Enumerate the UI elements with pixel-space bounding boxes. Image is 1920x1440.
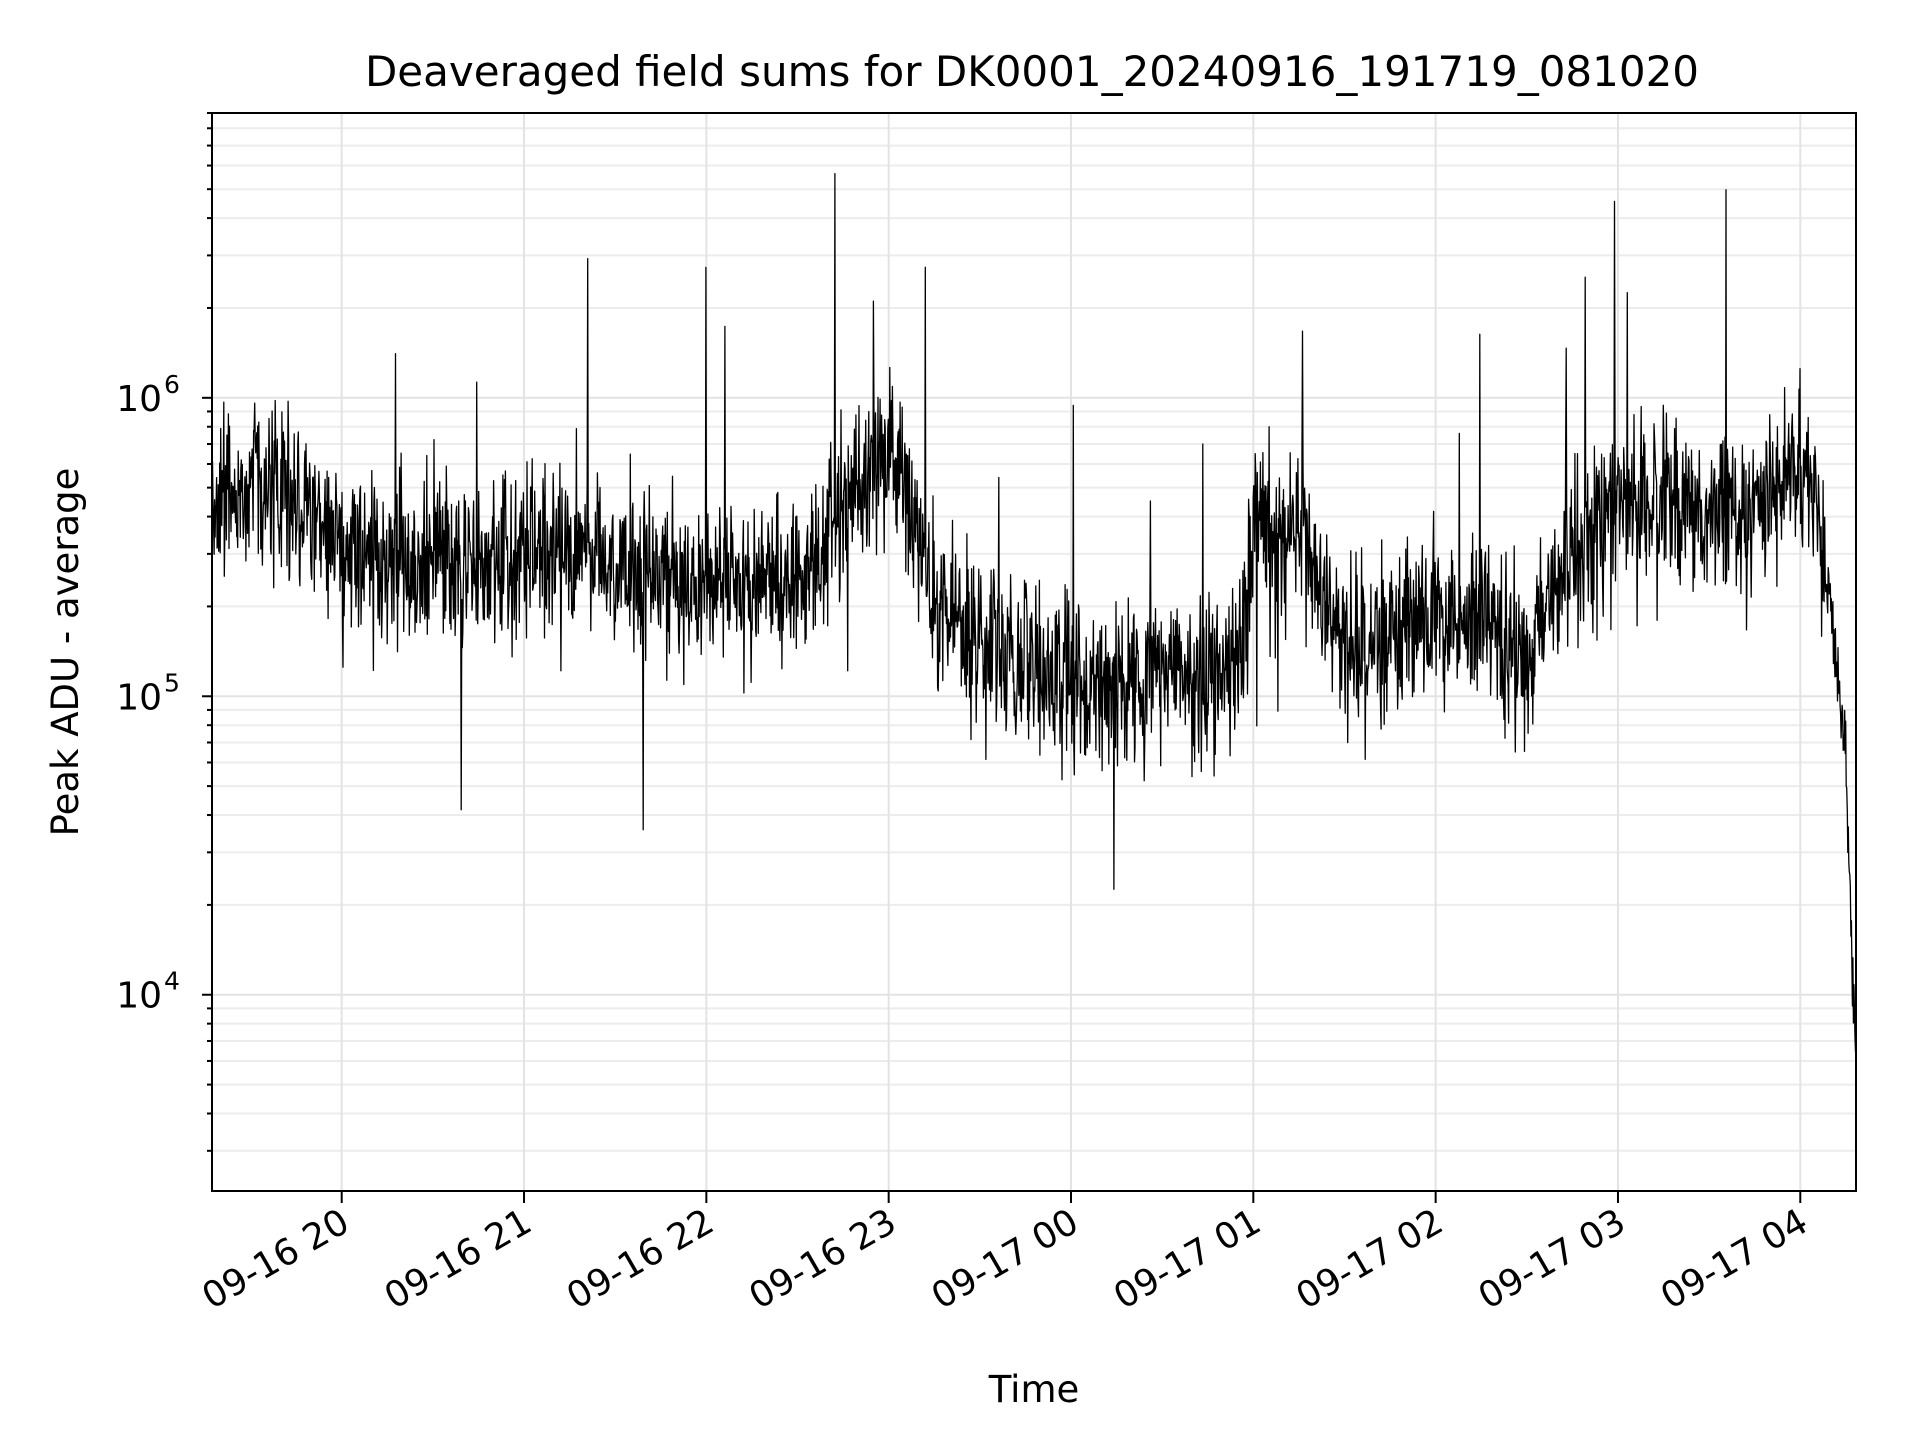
y-tick-exponent: 4 — [164, 967, 180, 996]
y-tick-label: 10 — [116, 379, 162, 420]
y-tick-label: 10 — [116, 976, 162, 1017]
y-tick-exponent: 5 — [164, 668, 180, 697]
y-tick-exponent: 6 — [164, 370, 180, 399]
chart-title: Deaveraged field sums for DK0001_2024091… — [365, 47, 1699, 96]
series-line — [211, 172, 1857, 1053]
y-tick-label: 10 — [116, 677, 162, 718]
y-axis-label: Peak ADU - average — [44, 468, 87, 837]
plot-frame — [211, 112, 1857, 1192]
x-axis-label: Time — [988, 1368, 1080, 1411]
major-gridlines — [212, 113, 1856, 1191]
